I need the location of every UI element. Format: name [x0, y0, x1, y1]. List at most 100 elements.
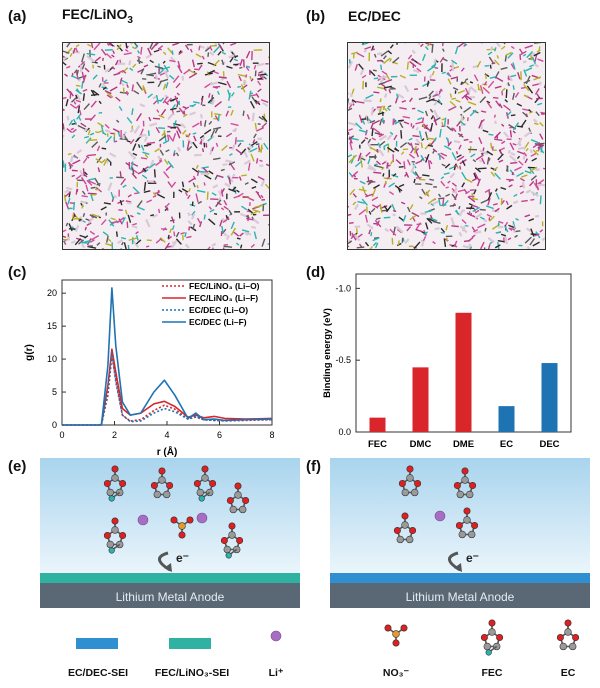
md-snapshot-ecdec-image	[348, 43, 545, 249]
scheme-e-fec-molecule-0	[103, 465, 127, 502]
oxygen-atom	[564, 619, 572, 627]
ring-atom	[103, 532, 111, 540]
ring-atom	[480, 634, 488, 642]
ring-atom	[150, 482, 158, 490]
ring-atom	[401, 521, 409, 529]
be-x-tick-label-dec: DEC	[539, 439, 559, 450]
legend-ec-label: EC	[560, 667, 576, 679]
ring-atom	[458, 530, 466, 539]
ring-atom	[461, 476, 469, 484]
rdf-y-tick-label: 20	[47, 288, 57, 298]
scheme-f-anode-label: Lithium Metal Anode	[406, 590, 515, 604]
legend-fec-label: FEC	[481, 667, 503, 679]
oxygen-atom	[201, 465, 209, 473]
scheme-f-sei-layer	[330, 573, 590, 583]
scheme-e-li-ion-7	[137, 514, 149, 526]
rdf-series-line-2	[62, 351, 272, 426]
scheme-e-fec-molecule-4	[103, 517, 127, 554]
ring-atom	[453, 482, 461, 490]
ring-atom	[455, 522, 463, 530]
ring-atom	[220, 537, 228, 545]
ring-atom	[471, 522, 479, 530]
ring-atom	[559, 642, 567, 651]
panel-b-label: (b)	[306, 8, 326, 25]
nitrogen-atom	[392, 630, 400, 638]
oxygen-atom	[461, 467, 469, 475]
md-snapshot-fec-box	[62, 42, 270, 250]
ring-atom	[463, 516, 471, 524]
fluorine-atom	[225, 552, 232, 559]
legend-no3-label: NO₃⁻	[382, 667, 410, 679]
rdf-legend-label-0: FEC/LiNO₃ (Li–O)	[189, 281, 260, 291]
fluorine-atom	[108, 547, 115, 554]
legend-ec-sei-swatch	[76, 638, 118, 649]
oxygen-atom	[392, 639, 400, 647]
be-bar-dme	[455, 312, 472, 432]
ring-atom	[158, 476, 166, 484]
md-molecules	[63, 43, 269, 249]
be-bar-dmc	[412, 367, 429, 432]
oxygen-atom	[400, 624, 408, 632]
panel-a-title-sub: 3	[127, 14, 133, 26]
be-x-tick-label-fec: FEC	[368, 439, 387, 450]
ring-atom	[106, 488, 114, 497]
scheme-f-li-ion-4	[434, 510, 446, 522]
ring-atom	[234, 491, 242, 499]
ring-atom	[166, 482, 174, 490]
scheme-e-ec-molecule-3	[226, 482, 250, 514]
rdf-legend-label-3: EC/DEC (Li–F)	[189, 317, 247, 327]
legend-li-ion-icon	[270, 630, 282, 642]
nitrogen-atom	[178, 522, 186, 530]
rdf-y-tick-label: 15	[47, 321, 57, 331]
fluorine-atom	[485, 649, 492, 656]
oxygen-atom	[488, 619, 496, 627]
oxygen-atom	[463, 507, 471, 515]
scheme-f-electron-label: e⁻	[466, 551, 479, 565]
legend-fec-icon	[480, 619, 504, 656]
scheme-e-nitrate-ion-6	[170, 516, 194, 539]
scheme-e-electron-arrowhead	[164, 563, 172, 572]
scheme-fec-sei: Lithium Metal Anode e⁻	[40, 458, 300, 608]
oxygen-atom	[384, 624, 392, 632]
ring-atom	[488, 628, 496, 636]
ring-atom	[406, 474, 414, 482]
ring-atom	[409, 527, 417, 535]
scheme-e-fec-molecule-5	[220, 522, 244, 559]
oxygen-atom	[170, 516, 178, 524]
legend-icons	[270, 619, 580, 656]
panel-b-title: EC/DEC	[348, 8, 401, 24]
oxygen-atom	[111, 465, 119, 473]
rdf-series-line-0	[62, 355, 273, 426]
md-snapshot-fec-image	[63, 43, 269, 249]
panel-a-label: (a)	[8, 8, 27, 25]
oxygen-atom	[406, 465, 414, 473]
scheme-f-ec-molecule-0	[398, 465, 422, 497]
panel-a-title-main: FEC/LiNO	[62, 6, 128, 22]
oxygen-atom	[158, 467, 166, 475]
be-y-axis-label: Binding energy (eV)	[322, 308, 333, 398]
rdf-x-tick-label: 2	[112, 430, 117, 440]
rdf-series-line-3	[62, 287, 273, 426]
rdf-y-tick-label: 10	[47, 354, 57, 364]
rdf-legend-label-2: EC/DEC (Li–O)	[189, 305, 248, 315]
oxygen-atom	[228, 522, 236, 530]
rdf-y-axis-label: g(r)	[24, 344, 35, 361]
rdf-x-tick-label: 6	[217, 430, 222, 440]
scheme-e-electrolyte	[40, 458, 300, 573]
scheme-e-ec-molecule-1	[150, 467, 174, 499]
fluorine-atom	[198, 495, 205, 502]
oxygen-atom	[111, 517, 119, 525]
panel-e-label: (e)	[8, 458, 27, 475]
ring-atom	[119, 532, 127, 540]
scheme-f-ec-molecule-2	[393, 512, 417, 544]
ring-atom	[223, 545, 231, 554]
ring-atom	[103, 480, 111, 488]
scheme-e-sei-layer	[40, 573, 300, 583]
ring-atom	[196, 488, 204, 497]
binding-energy-chart: 0.0 -0.5 -1.0 FEC DMC DME EC DEC Binding energy …	[322, 273, 572, 450]
ring-atom	[572, 634, 580, 642]
be-y-tick-label: -1.0	[335, 283, 351, 293]
ring-atom	[209, 480, 217, 488]
scheme-f-ec-molecule-3	[455, 507, 479, 539]
legend-ec-sei-label: EC/DEC-SEI	[67, 667, 129, 679]
